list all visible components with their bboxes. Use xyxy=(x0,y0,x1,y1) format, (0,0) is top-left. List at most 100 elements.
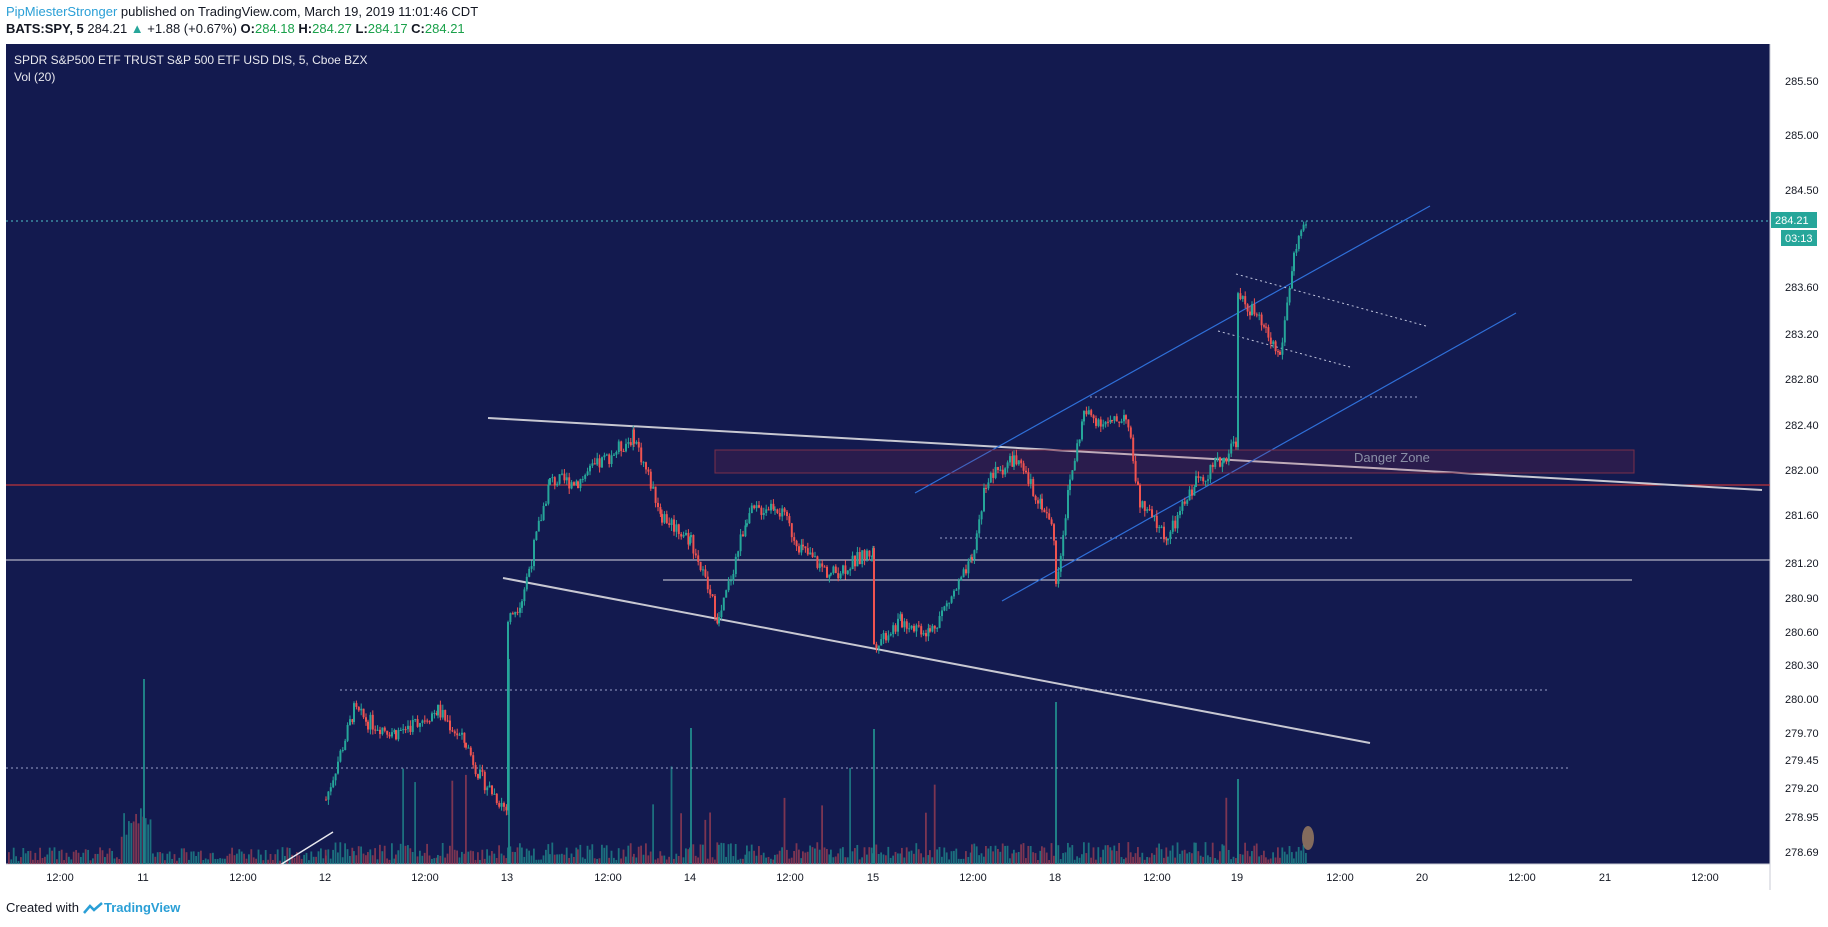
volume-bar xyxy=(967,857,970,864)
volume-bar xyxy=(1141,852,1144,864)
candle xyxy=(479,769,481,779)
time-tick-label: 12:00 xyxy=(229,872,257,884)
volume-bar xyxy=(1011,853,1014,864)
candle xyxy=(393,730,396,733)
volume-bar xyxy=(426,843,428,864)
candle xyxy=(673,519,675,532)
volume-bar xyxy=(465,774,467,864)
volume-bar xyxy=(1179,853,1181,864)
volume-bar xyxy=(625,856,627,864)
volume-bar xyxy=(689,847,691,864)
volume-bar xyxy=(509,846,512,864)
candle xyxy=(589,465,591,472)
candle xyxy=(929,628,931,632)
volume-bar xyxy=(1211,842,1214,864)
candle xyxy=(1225,457,1228,462)
volume-bar xyxy=(1095,859,1097,864)
candle xyxy=(969,557,972,562)
time-tick-label: 15 xyxy=(867,872,879,884)
volume-bar xyxy=(1083,842,1085,864)
volume-bar xyxy=(36,859,39,864)
candle xyxy=(1255,314,1258,316)
volume-bar xyxy=(1115,850,1118,864)
last-price-badge: 284.21 03:13 xyxy=(1771,212,1817,246)
volume-bar xyxy=(344,843,346,864)
volume-bar xyxy=(317,851,320,864)
candle xyxy=(353,703,355,723)
candle xyxy=(975,533,978,551)
candle xyxy=(577,481,579,489)
channel-upper xyxy=(914,205,1431,494)
volume-bar xyxy=(351,847,354,864)
legend-indicator: Vol (20) xyxy=(14,70,55,84)
volume-bar xyxy=(640,845,642,864)
volume-bar xyxy=(519,843,521,864)
candle xyxy=(682,534,685,537)
volume-bar xyxy=(34,852,37,864)
volume-bar xyxy=(586,845,589,864)
drawings xyxy=(6,205,1770,866)
candle xyxy=(973,550,976,560)
volume-bar xyxy=(1025,858,1027,864)
candle xyxy=(627,442,630,444)
candle xyxy=(1057,571,1060,584)
volume-bar xyxy=(281,847,284,864)
candle xyxy=(668,523,671,526)
volume-bar xyxy=(758,846,760,864)
candle xyxy=(1263,325,1265,327)
volume-bar xyxy=(800,858,803,864)
volume-bars xyxy=(8,659,1307,864)
volume-bar xyxy=(1302,844,1305,864)
candle xyxy=(950,596,953,603)
candle xyxy=(760,507,763,515)
volume-bar xyxy=(197,851,200,864)
volume-bar xyxy=(1158,843,1160,864)
candle xyxy=(1107,421,1109,423)
volume-bar xyxy=(349,855,351,864)
candle xyxy=(1167,538,1169,541)
volume-bar xyxy=(617,848,620,864)
volume-bar xyxy=(1202,856,1204,864)
volume-bar xyxy=(322,858,325,864)
candle xyxy=(1188,489,1191,501)
volume-bar xyxy=(1020,844,1022,864)
volume-bar xyxy=(1183,849,1186,864)
candle xyxy=(1281,342,1284,355)
volume-bar xyxy=(1295,851,1298,864)
volume-bar xyxy=(212,852,214,864)
upper-wedge-trendline xyxy=(487,417,1763,491)
volume-bar xyxy=(962,858,965,864)
footer: Created with TradingView xyxy=(6,900,180,915)
candle xyxy=(1004,468,1007,475)
author-link[interactable]: PipMiesterStronger xyxy=(6,4,118,19)
volume-bar xyxy=(1279,857,1281,864)
volume-bar xyxy=(540,859,542,864)
volume-bar xyxy=(407,845,409,864)
volume-bar xyxy=(439,855,442,864)
candle xyxy=(737,551,740,557)
open-value: 284.18 xyxy=(255,21,295,36)
candle xyxy=(809,552,812,555)
volume-bar xyxy=(561,853,563,864)
candle xyxy=(1241,296,1244,300)
candle xyxy=(767,509,770,511)
volume-bar xyxy=(629,843,632,864)
volume-bar xyxy=(488,855,491,864)
candle xyxy=(433,712,436,714)
tradingview-logo[interactable]: TradingView xyxy=(82,900,180,915)
volume-bar xyxy=(793,851,795,864)
volume-bar xyxy=(84,849,87,864)
candle xyxy=(980,511,983,520)
price-tick-label: 280.00 xyxy=(1785,694,1819,706)
volume-bar xyxy=(1111,850,1113,864)
candle xyxy=(1253,304,1256,315)
volume-bar xyxy=(1050,843,1053,864)
candle xyxy=(1197,476,1200,478)
candle xyxy=(579,479,582,489)
candle xyxy=(987,482,990,489)
price-tick-label: 282.80 xyxy=(1785,374,1819,386)
volume-bar xyxy=(202,859,205,864)
volume-bar xyxy=(53,847,56,864)
volume-bar xyxy=(842,847,844,864)
